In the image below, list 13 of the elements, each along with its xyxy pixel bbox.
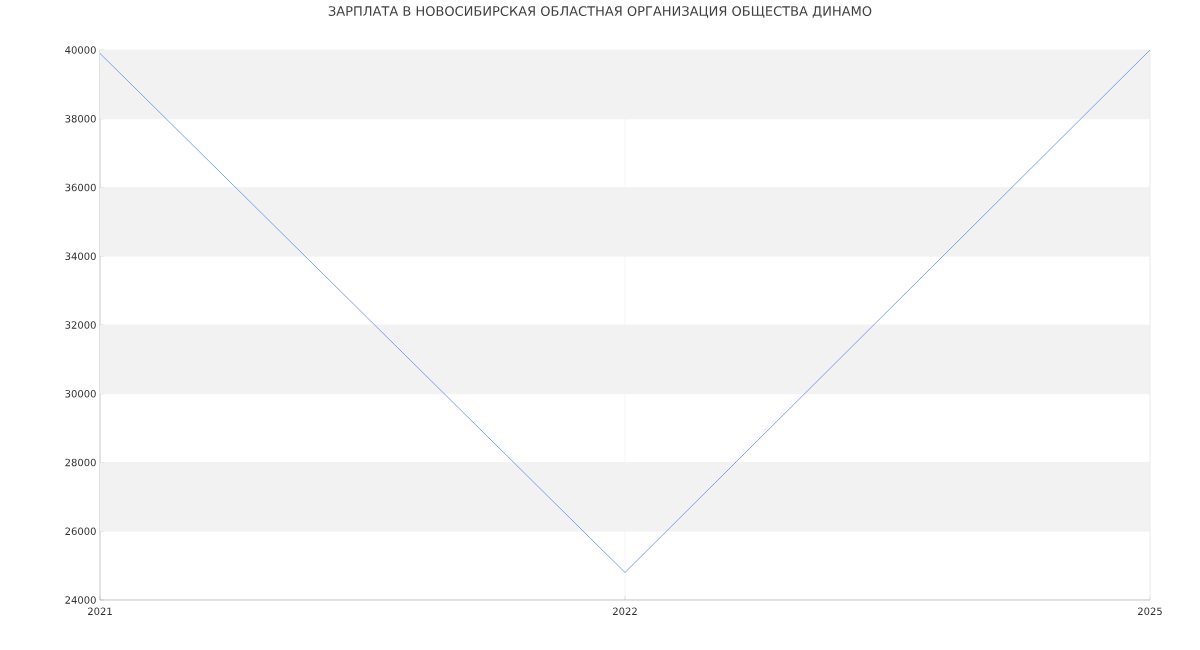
- y-tick-label: 36000: [65, 183, 96, 192]
- x-tick-label: 2021: [88, 607, 112, 616]
- y-tick-label: 26000: [65, 527, 96, 536]
- y-tick-label: 30000: [65, 389, 96, 398]
- chart-title: ЗАРПЛАТА В НОВОСИБИРСКАЯ ОБЛАСТНАЯ ОРГАНИЗАЦИЯ ОБЩЕСТВА ДИНАМО: [328, 6, 872, 18]
- y-tick-label: 34000: [65, 252, 96, 261]
- y-tick-label: 32000: [65, 321, 96, 329]
- y-tick-label: 24000: [65, 596, 96, 604]
- y-tick-label: 38000: [65, 114, 96, 123]
- x-tick-label: 2022: [613, 607, 637, 616]
- y-tick-label: 40000: [65, 46, 96, 54]
- x-tick-label: 2025: [1138, 607, 1162, 616]
- y-tick-label: 28000: [65, 458, 96, 467]
